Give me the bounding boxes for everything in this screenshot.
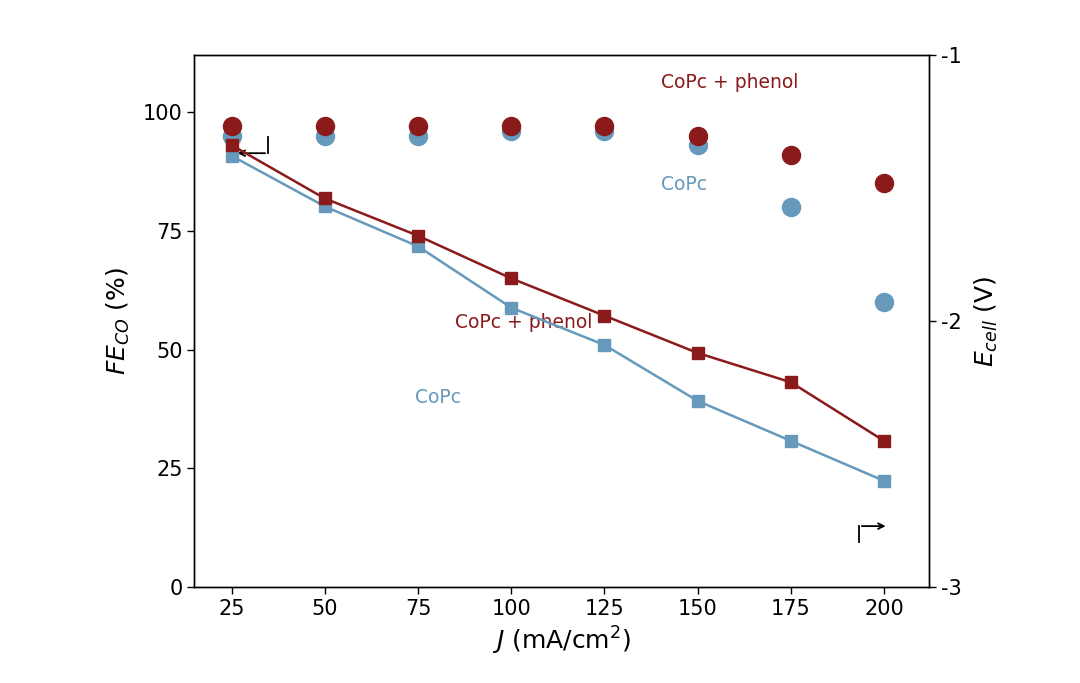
Text: CoPc: CoPc bbox=[661, 174, 706, 193]
Y-axis label: $E_{cell}$ (V): $E_{cell}$ (V) bbox=[972, 275, 1000, 367]
Text: CoPc + phenol: CoPc + phenol bbox=[455, 313, 593, 332]
Text: CoPc: CoPc bbox=[415, 387, 461, 406]
X-axis label: $J$ (mA/cm$^2$): $J$ (mA/cm$^2$) bbox=[492, 625, 631, 657]
Y-axis label: $FE_{CO}$ (%): $FE_{CO}$ (%) bbox=[105, 267, 132, 375]
Text: CoPc + phenol: CoPc + phenol bbox=[661, 73, 798, 92]
